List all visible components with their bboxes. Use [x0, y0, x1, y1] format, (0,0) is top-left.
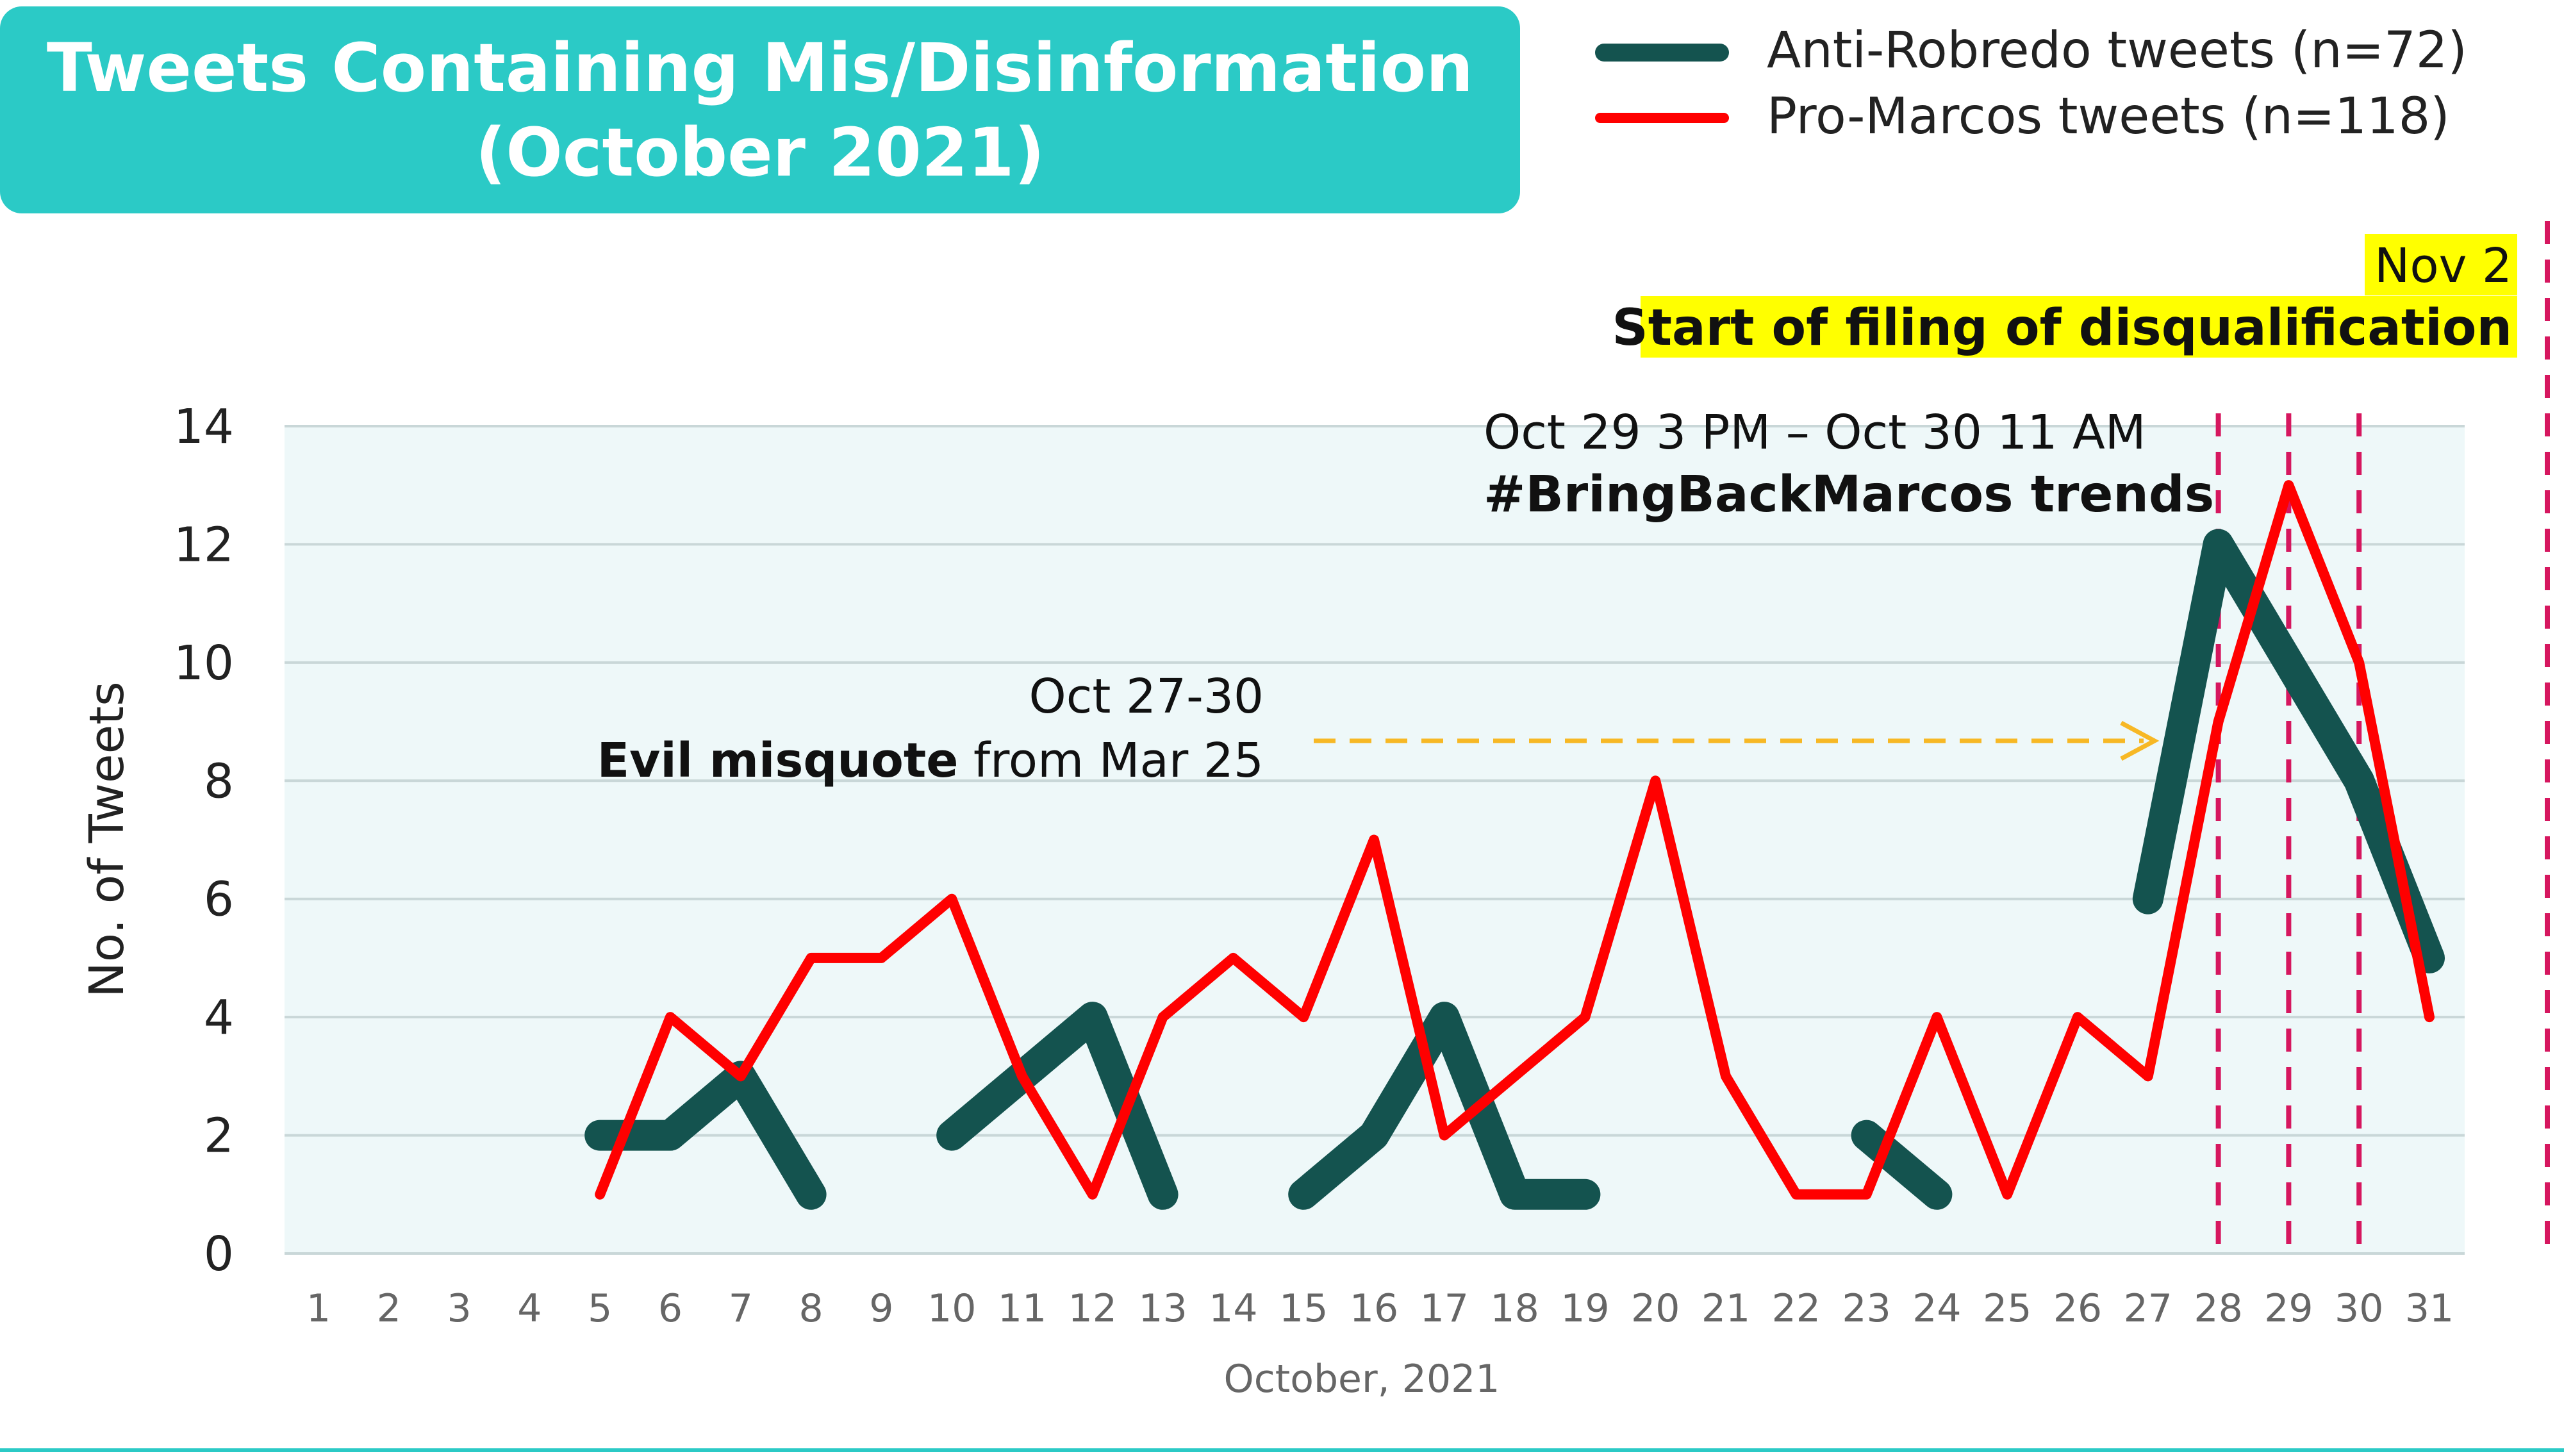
nov2-date-highlight — [2365, 234, 2517, 295]
y-tick-labels: 0 2 4 6 8 10 12 14 — [174, 399, 234, 1282]
y-tick-label: 8 — [204, 754, 234, 809]
x-tick-label: 13 — [1138, 1286, 1187, 1331]
evil-label-bold: Evil misquote — [597, 733, 959, 788]
x-tick-label: 29 — [2264, 1286, 2313, 1331]
x-tick-label: 16 — [1350, 1286, 1398, 1331]
legend-label-pro-marcos: Pro-Marcos tweets (n=118) — [1767, 88, 2450, 145]
nov2-label-highlight — [1641, 296, 2517, 358]
evil-label-text: Evil misquote from Mar 25 — [597, 733, 1264, 788]
x-tick-label: 28 — [2194, 1286, 2242, 1331]
y-tick-label: 10 — [174, 636, 234, 691]
y-tick-label: 0 — [204, 1227, 234, 1282]
series-anti-robredo-line — [584, 1061, 827, 1210]
x-tick-label: 22 — [1772, 1286, 1821, 1331]
legend-swatch-anti-robredo — [1595, 44, 1729, 62]
x-tick-label: 19 — [1560, 1286, 1609, 1331]
nov2-date-text: Nov 2 — [2374, 238, 2512, 294]
legend-label-anti-robredo: Anti-Robredo tweets (n=72) — [1767, 22, 2467, 79]
x-axis-title: October, 2021 — [1224, 1357, 1500, 1402]
series-lines — [584, 480, 2445, 1210]
x-tick-label: 20 — [1631, 1286, 1680, 1331]
x-tick-label: 27 — [2124, 1286, 2172, 1331]
nov2-label-text: Start of filing of disqualification — [1612, 299, 2512, 357]
x-tick-label: 14 — [1209, 1286, 1257, 1331]
x-tick-label: 30 — [2335, 1286, 2383, 1331]
x-tick-label: 11 — [998, 1286, 1046, 1331]
x-tick-label: 26 — [2053, 1286, 2102, 1331]
evil-arrow-head — [2120, 720, 2160, 761]
y-tick-label: 6 — [204, 872, 234, 927]
evil-dates-text: Oct 27-30 — [1029, 669, 1264, 724]
x-tick-labels: 1 2 3 4 5 6 7 8 9 10 11 12 13 14 15 16 17 18 19 20 21 22 23 24 2… — [306, 1286, 2454, 1331]
x-tick-label: 31 — [2405, 1286, 2454, 1331]
x-tick-label: 7 — [729, 1286, 753, 1331]
trend-label-text: #BringBackMarcos trends — [1484, 466, 2214, 524]
x-tick-label: 25 — [1983, 1286, 2031, 1331]
x-tick-label: 6 — [658, 1286, 682, 1331]
y-tick-label: 4 — [204, 990, 234, 1045]
y-axis-title: No. of Tweets — [79, 681, 135, 997]
grid-lines — [285, 425, 2465, 1255]
annotations: Nov 2 Start of filing of disqualificatio… — [597, 234, 2517, 788]
x-tick-label: 4 — [517, 1286, 542, 1331]
x-tick-label: 23 — [1842, 1286, 1890, 1331]
series-anti-robredo-line — [1851, 1120, 1953, 1210]
y-tick-label: 2 — [204, 1109, 234, 1164]
y-tick-label: 12 — [174, 517, 234, 572]
legend-swatch-pro-marcos — [1595, 113, 1729, 123]
x-tick-label: 1 — [306, 1286, 331, 1331]
trend-time-text: Oct 29 3 PM – Oct 30 11 AM — [1484, 405, 2146, 460]
x-tick-label: 5 — [588, 1286, 612, 1331]
x-tick-label: 10 — [927, 1286, 976, 1331]
x-tick-label: 17 — [1420, 1286, 1469, 1331]
x-tick-label: 3 — [447, 1286, 472, 1331]
evil-label-rest: from Mar 25 — [958, 733, 1264, 788]
x-tick-label: 9 — [869, 1286, 893, 1331]
event-marker-lines — [2215, 221, 2550, 1245]
x-tick-label: 8 — [799, 1286, 823, 1331]
x-tick-label: 21 — [1701, 1286, 1750, 1331]
chart-title-line-1: Tweets Containing Mis/Disinformation — [46, 29, 1474, 107]
chart-title-line-2: (October 2021) — [475, 113, 1045, 192]
x-tick-label: 18 — [1490, 1286, 1539, 1331]
series-anti-robredo-line — [2132, 529, 2445, 973]
chart-title-banner: Tweets Containing Mis/Disinformation (Oc… — [0, 6, 1520, 213]
x-tick-label: 2 — [377, 1286, 401, 1331]
series-pro-marcos-line — [595, 480, 2435, 1200]
x-tick-label: 12 — [1068, 1286, 1117, 1331]
series-anti-robredo-line — [1288, 1002, 1601, 1210]
bottom-divider — [0, 1448, 2564, 1452]
x-tick-label: 15 — [1279, 1286, 1328, 1331]
x-tick-label: 24 — [1912, 1286, 1961, 1331]
y-tick-label: 14 — [174, 399, 234, 454]
